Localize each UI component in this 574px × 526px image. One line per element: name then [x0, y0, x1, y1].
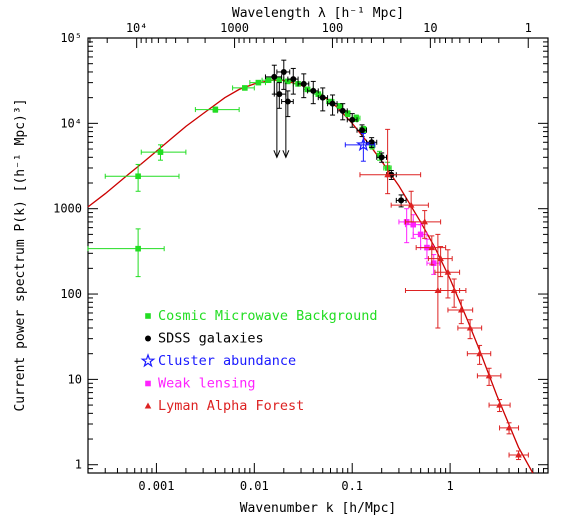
top-tick-label: 1000: [220, 21, 249, 35]
y-axis-label: Current power spectrum P(k) [(h⁻¹ Mpc)³]: [13, 98, 28, 411]
y-tick-label: 10: [68, 372, 82, 386]
legend: Cosmic Microwave Background SDSS galaxies…: [140, 308, 377, 414]
legend-marker: [145, 335, 151, 342]
data-point: [450, 287, 458, 294]
top-tick-label: 1: [525, 21, 532, 35]
data-point: [417, 231, 424, 238]
data-point: [300, 80, 307, 87]
data-point: [444, 268, 452, 275]
data-point: [407, 201, 415, 208]
data-point: [428, 244, 436, 251]
data-point: [515, 451, 522, 458]
x-axis-label: Wavenumber k [h/Mpc]: [240, 501, 397, 516]
legend-label: Cosmic Microwave Background: [158, 308, 377, 324]
data-point: [276, 76, 283, 83]
legend-label: Lyman Alpha Forest: [158, 398, 304, 414]
data-point: [496, 401, 503, 408]
x-tick-label: 0.01: [240, 479, 269, 493]
data-point: [212, 106, 219, 113]
data-point: [242, 85, 248, 91]
data-point: [339, 107, 346, 114]
data-points-group: [87, 59, 529, 461]
data-point: [355, 137, 371, 152]
upper-limit-arrowhead: [282, 150, 290, 159]
y-tick-label: 1000: [53, 202, 82, 216]
data-point: [359, 127, 366, 134]
legend-marker: [140, 353, 156, 368]
data-point: [349, 116, 356, 123]
legend-marker: [144, 402, 152, 409]
plot-frame: [87, 37, 549, 474]
data-point: [466, 324, 474, 331]
data-point: [434, 287, 442, 294]
data-point: [476, 350, 483, 357]
y-tick-label: 10⁴: [60, 116, 82, 130]
data-point: [315, 91, 322, 97]
data-point: [310, 87, 317, 94]
data-point: [353, 115, 360, 121]
data-point: [280, 68, 287, 75]
data-point: [135, 173, 141, 180]
y-tick-label: 10⁵: [60, 31, 82, 45]
data-point: [485, 372, 493, 379]
legend-marker: [145, 380, 151, 387]
data-point: [135, 245, 141, 252]
data-point: [369, 142, 375, 149]
legend-label: SDSS galaxies: [158, 331, 264, 347]
legend-marker: [145, 313, 151, 319]
data-point: [505, 424, 513, 431]
x-tick-label: 0.1: [341, 479, 363, 493]
data-point: [319, 94, 326, 101]
x-tick-label: 1: [446, 479, 453, 493]
data-point: [337, 103, 343, 109]
y-tick-label: 100: [60, 287, 82, 301]
data-point: [344, 110, 351, 117]
data-point: [410, 221, 417, 228]
data-point: [384, 171, 391, 178]
data-point: [271, 73, 278, 80]
data-point: [378, 154, 385, 161]
top-axis-label: Wavelength λ [h⁻¹ Mpc]: [232, 6, 404, 21]
data-point: [265, 77, 272, 84]
data-point: [430, 260, 437, 266]
upper-limit-arrowhead: [273, 150, 281, 159]
data-point: [398, 197, 405, 204]
top-tick-label: 10: [423, 21, 437, 35]
data-point: [157, 149, 164, 155]
data-point: [437, 255, 444, 262]
data-point: [329, 100, 336, 107]
data-point: [457, 306, 465, 313]
top-tick-label: 10⁴: [126, 21, 148, 35]
data-point: [368, 139, 375, 146]
model-curve: [87, 79, 534, 474]
model-curve-group: [87, 79, 534, 474]
data-point: [421, 218, 428, 225]
y-tick-label: 1: [75, 458, 82, 472]
data-point: [255, 79, 262, 86]
legend-label: Weak lensing: [158, 376, 256, 392]
data-point: [276, 91, 283, 98]
data-point: [290, 76, 297, 83]
top-tick-label: 100: [322, 21, 344, 35]
legend-label: Cluster abundance: [158, 353, 296, 369]
x-tick-label: 0.001: [138, 479, 174, 493]
axis-ticks: 0.001 0.01 0.1 1 1 10 100 1000 10⁴ 10⁵ 10⁴ 1000 100 1…: [53, 21, 548, 493]
upper-limits-group: [273, 82, 290, 159]
